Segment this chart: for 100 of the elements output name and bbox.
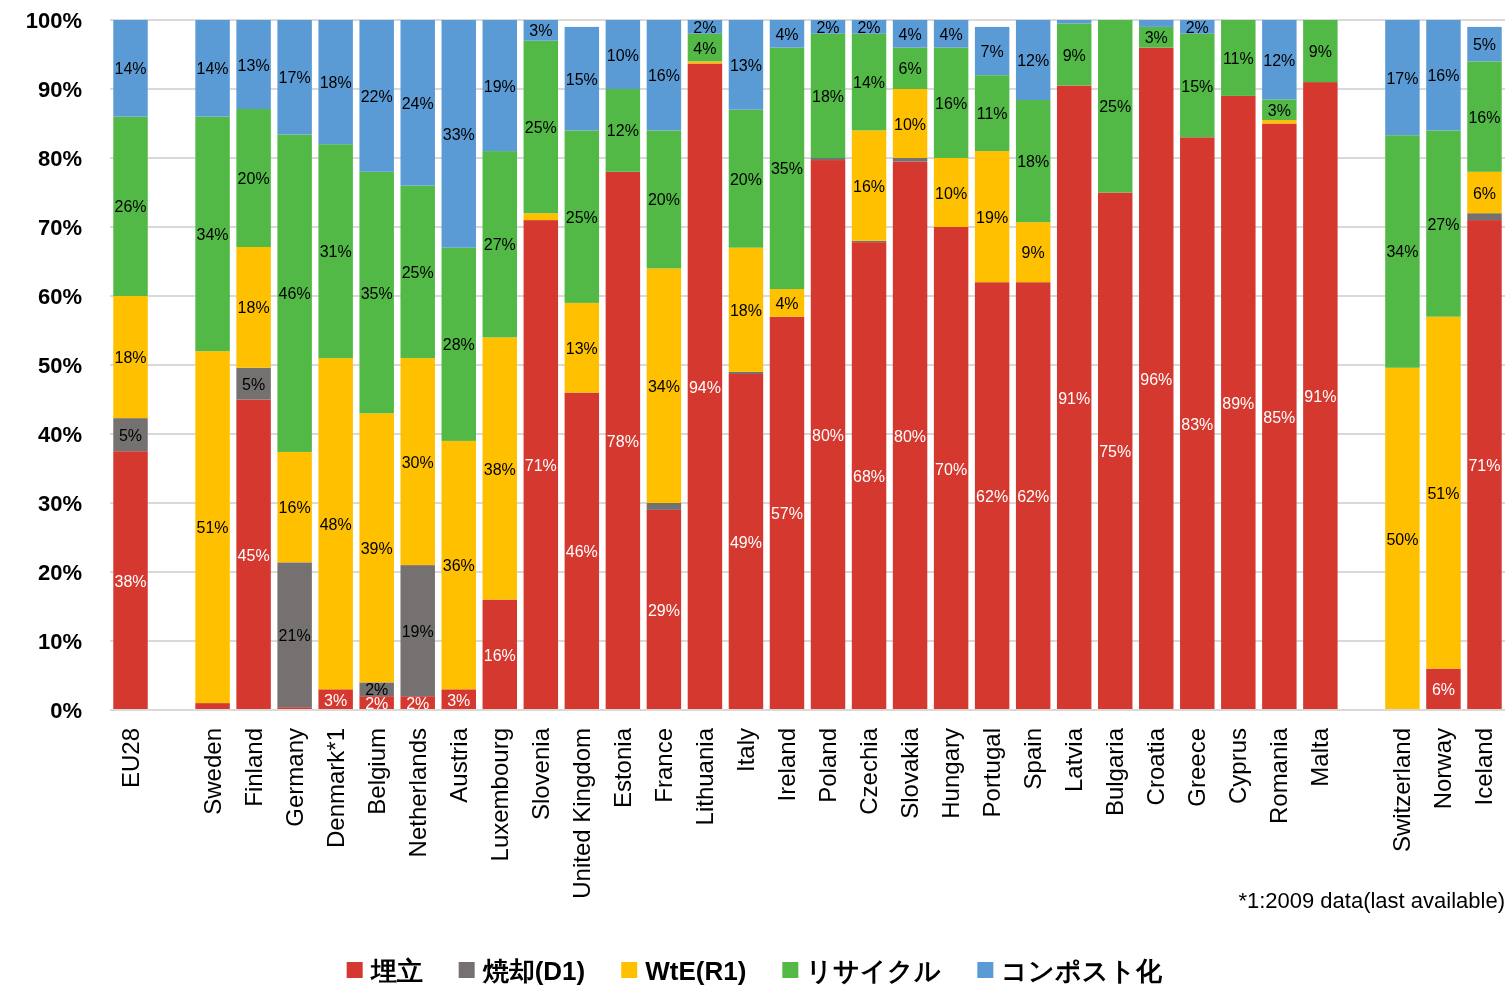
x-tick-label: France xyxy=(649,728,677,803)
bar xyxy=(441,247,476,441)
bar xyxy=(318,20,353,145)
x-tick-label: Poland xyxy=(814,728,842,803)
bar xyxy=(605,20,641,89)
data-label: 16% xyxy=(278,499,311,517)
bar xyxy=(564,26,600,131)
y-tick-label: 60% xyxy=(37,284,82,309)
x-tick-label: Romania xyxy=(1265,727,1293,825)
x-tick-label: United Kingdom xyxy=(567,728,595,899)
data-label: 11% xyxy=(976,105,1008,123)
bar xyxy=(687,63,723,710)
data-label: 27% xyxy=(483,236,516,254)
data-label: 6% xyxy=(1472,184,1497,202)
bar xyxy=(769,47,805,290)
bar xyxy=(646,20,682,131)
y-tick-label: 50% xyxy=(37,353,82,378)
bar xyxy=(482,599,518,710)
text: *1:2009 data(last available) xyxy=(1238,888,1505,913)
bar xyxy=(359,20,394,172)
data-label: 3% xyxy=(529,22,553,40)
y-tick-label: 0% xyxy=(50,698,82,723)
legend-label: コンポスト化 xyxy=(1001,956,1164,986)
data-label: 10% xyxy=(606,46,639,64)
data-label: 25% xyxy=(1099,98,1132,116)
data-label: 2% xyxy=(406,695,430,713)
bar xyxy=(1221,20,1256,96)
data-label: 34% xyxy=(196,225,229,243)
bar xyxy=(277,134,312,452)
data-label: 4% xyxy=(693,39,717,57)
bar xyxy=(810,160,846,710)
bar xyxy=(564,392,600,710)
data-label: 50% xyxy=(1386,530,1419,548)
data-label: 2% xyxy=(365,695,389,713)
bar xyxy=(892,161,928,710)
data-label: 16% xyxy=(1468,108,1501,126)
data-label: 85% xyxy=(1263,408,1296,426)
data-label: 4% xyxy=(775,25,799,43)
data-label: 18% xyxy=(729,301,762,319)
data-label: 19% xyxy=(976,208,1009,226)
data-label: 30% xyxy=(401,453,434,471)
data-label: 2% xyxy=(857,18,881,36)
bar xyxy=(974,75,1010,152)
x-tick-label: Norway xyxy=(1429,728,1457,810)
data-label: 25% xyxy=(401,263,434,281)
data-label: 9% xyxy=(1062,46,1086,64)
bar xyxy=(646,268,682,503)
data-label: 20% xyxy=(729,170,762,188)
x-tick-label: Portugal xyxy=(978,728,1006,818)
data-label: 25% xyxy=(565,208,598,226)
data-label: 18% xyxy=(812,87,845,105)
data-label: 91% xyxy=(1058,389,1091,407)
bar xyxy=(728,20,764,110)
data-label: 89% xyxy=(1222,394,1255,412)
data-label: 34% xyxy=(647,377,680,395)
bar xyxy=(1097,192,1133,710)
data-label: 75% xyxy=(1099,443,1132,461)
bar xyxy=(933,158,969,227)
bar xyxy=(728,373,764,710)
bar xyxy=(933,227,969,710)
x-tick-label: Greece xyxy=(1183,728,1211,807)
data-label: 17% xyxy=(1386,69,1419,87)
bar xyxy=(441,20,476,248)
bar xyxy=(523,213,559,221)
data-label: 16% xyxy=(647,67,680,85)
data-label: 15% xyxy=(565,70,598,88)
bar xyxy=(1262,20,1297,100)
x-tick-label: Slovakia xyxy=(896,727,924,819)
bar xyxy=(236,399,271,710)
bar xyxy=(974,151,1010,283)
data-label: 2% xyxy=(693,18,717,36)
x-tick-label: Finland xyxy=(239,728,267,807)
data-label: 80% xyxy=(812,427,845,445)
data-label: 14% xyxy=(196,60,229,78)
bar xyxy=(1097,20,1133,193)
data-label: 34% xyxy=(1386,243,1419,261)
data-label: 71% xyxy=(524,457,557,475)
bar xyxy=(687,61,723,64)
data-label: 12% xyxy=(1017,52,1050,70)
data-label: 24% xyxy=(401,94,434,112)
data-label: 51% xyxy=(1427,484,1460,502)
bar xyxy=(1139,20,1174,27)
bar xyxy=(646,130,682,269)
y-tick-label: 80% xyxy=(37,146,82,171)
bar xyxy=(728,109,764,248)
data-label: 38% xyxy=(483,460,516,478)
legend-label: WtE(R1) xyxy=(645,956,747,986)
data-label: 10% xyxy=(935,184,968,202)
x-tick-label: Denmark*1 xyxy=(321,728,349,849)
data-label: 70% xyxy=(935,460,968,478)
data-label: 6% xyxy=(1431,681,1456,699)
bar xyxy=(1467,213,1502,221)
data-label: 51% xyxy=(196,519,229,537)
bar xyxy=(400,20,435,186)
bar xyxy=(236,20,271,110)
data-label: 16% xyxy=(853,177,886,195)
bar xyxy=(400,358,435,566)
x-tick-label: Estonia xyxy=(608,727,636,809)
data-label: 35% xyxy=(360,284,393,302)
data-label: 4% xyxy=(898,25,922,43)
